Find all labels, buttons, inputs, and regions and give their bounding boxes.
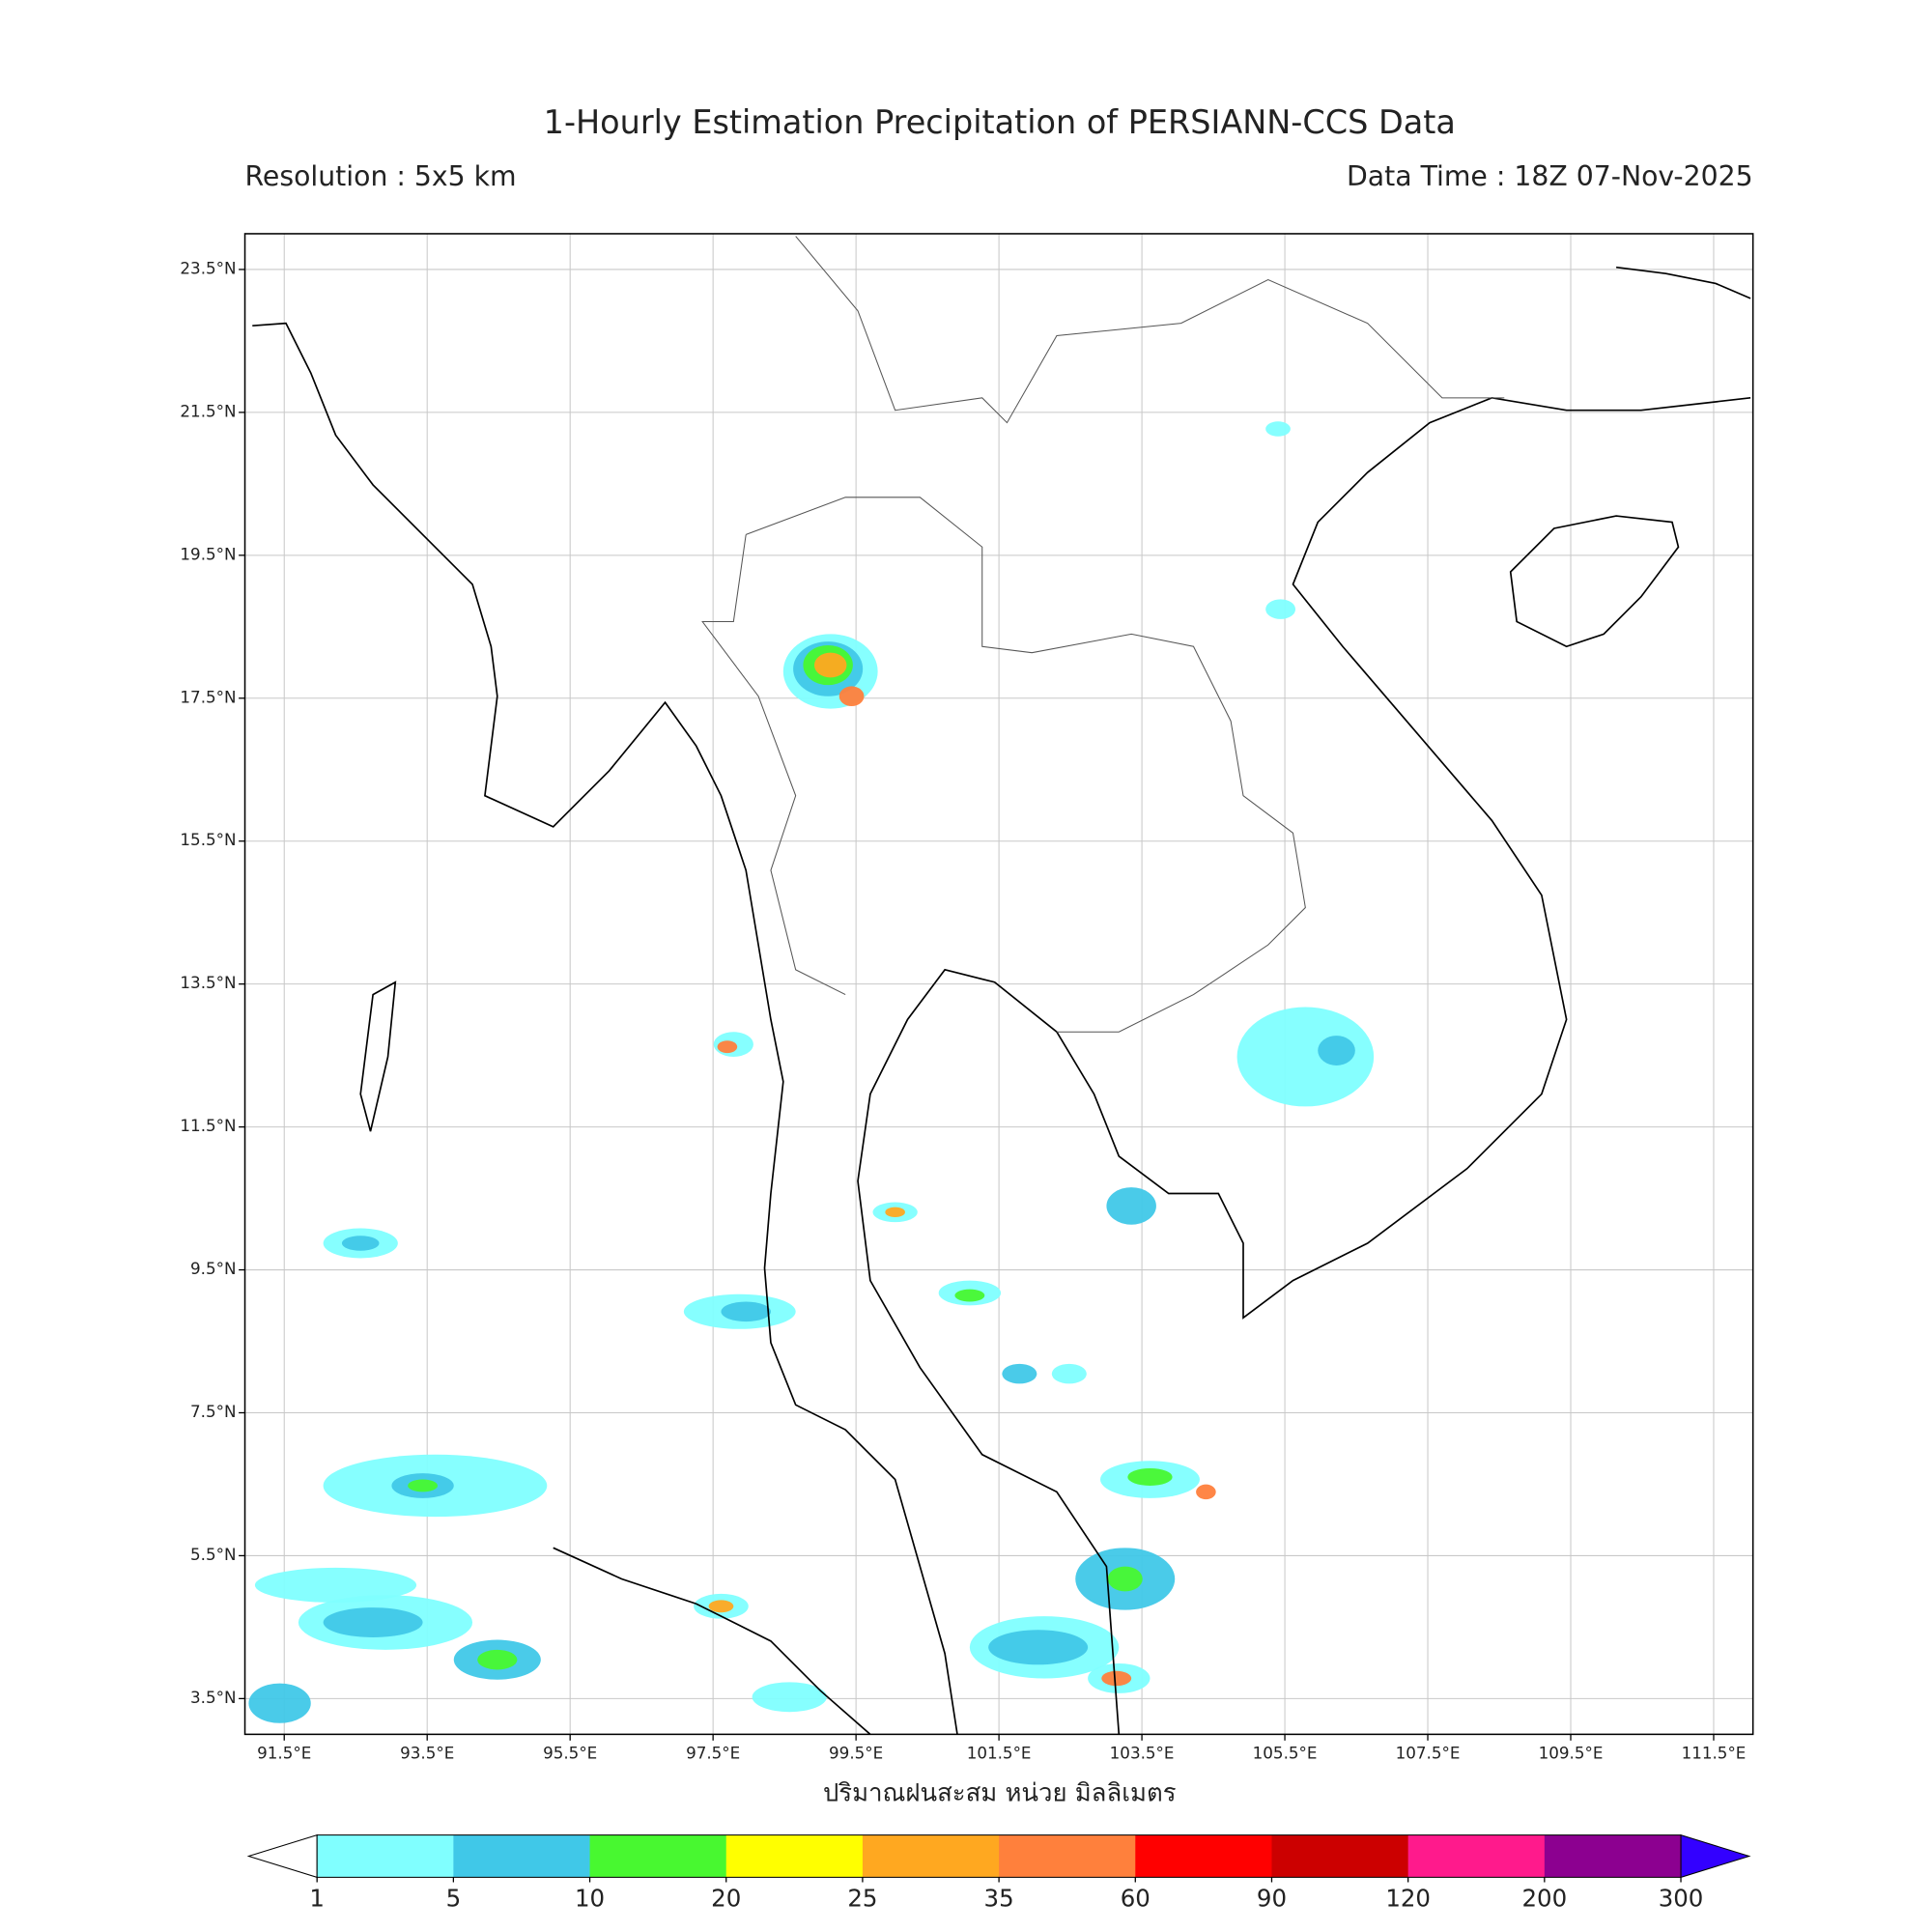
colorbar-tick-label: 5 (446, 1885, 462, 1913)
colorbar-segment (1407, 1834, 1546, 1878)
rain-patch (752, 1682, 827, 1713)
rain-patch (1101, 1670, 1132, 1687)
rain-patch (813, 652, 847, 678)
colorbar-segment (317, 1834, 455, 1878)
rain-patch (1318, 1036, 1355, 1065)
lat-tick-label: 5.5°N (190, 1545, 236, 1564)
colorbar-tick-label: 200 (1522, 1885, 1568, 1913)
rain-patch (248, 1683, 311, 1723)
colorbar-tick-label: 60 (1121, 1885, 1151, 1913)
colorbar-tick-label: 25 (847, 1885, 877, 1913)
island (1509, 515, 1680, 648)
colorbar-tick-label: 10 (575, 1885, 605, 1913)
lon-tick-label: 111.5°E (1682, 1743, 1747, 1762)
resolution: Resolution : 5x5 km (245, 160, 517, 192)
lon-tick-label: 91.5°E (257, 1743, 311, 1762)
colorbar-segment (1135, 1834, 1273, 1878)
colorbar-tick-label: 90 (1257, 1885, 1287, 1913)
lon-tick-label: 93.5°E (400, 1743, 454, 1762)
colorbar-segment (862, 1834, 1000, 1878)
rain-patch (408, 1479, 439, 1492)
lat-tick-label: 15.5°N (180, 830, 236, 849)
island (359, 980, 397, 1132)
coastlines (252, 266, 1751, 1735)
coastline (1615, 266, 1751, 299)
colorbar-segment (589, 1834, 727, 1878)
lat-tick-label: 11.5°N (180, 1116, 236, 1135)
lat-tick-label: 23.5°N (180, 258, 236, 277)
colorbar-tick-label: 120 (1385, 1885, 1431, 1913)
lon-tick-label: 105.5°E (1253, 1743, 1318, 1762)
rain-patch (1127, 1467, 1173, 1486)
lat-tick-label: 17.5°N (180, 687, 236, 706)
rain-patch (954, 1289, 985, 1302)
rain-patch (1196, 1484, 1216, 1500)
border (795, 236, 1505, 424)
colorbar-segment (1544, 1834, 1682, 1878)
coastline (252, 322, 958, 1735)
precipitation (248, 421, 1375, 1723)
lat-tick-label: 3.5°N (190, 1688, 236, 1707)
colorbar-segment (999, 1834, 1136, 1878)
rain-patch (254, 1567, 417, 1603)
colorbar-tick-label: 300 (1659, 1885, 1704, 1913)
colorbar-tick-label: 20 (711, 1885, 741, 1913)
colorbar-segment (725, 1834, 864, 1878)
colorbar-over (1680, 1833, 1751, 1879)
rain-patch (341, 1236, 380, 1251)
colorbar-tick-label: 1 (309, 1885, 325, 1913)
rain-patch (1107, 1566, 1143, 1592)
lat-tick-label: 9.5°N (190, 1259, 236, 1278)
lat-tick-label: 13.5°N (180, 973, 236, 992)
colorbar-under (246, 1833, 318, 1879)
border (701, 534, 846, 996)
lon-tick-label: 97.5°E (686, 1743, 740, 1762)
lat-tick-label: 21.5°N (180, 401, 236, 420)
coastline (857, 396, 1751, 1735)
colorbar-segment (453, 1834, 591, 1878)
rain-patch (885, 1207, 905, 1217)
lat-tick-label: 7.5°N (190, 1402, 236, 1421)
lon-tick-label: 107.5°E (1396, 1743, 1461, 1762)
rain-patch (1002, 1363, 1037, 1384)
lon-tick-label: 103.5°E (1110, 1743, 1175, 1762)
rain-patch (1051, 1363, 1087, 1384)
rain-patch (1106, 1187, 1156, 1225)
border (746, 497, 1306, 1033)
colorbar-segment (1271, 1834, 1409, 1878)
coastline (553, 1547, 871, 1735)
borders (701, 236, 1505, 1033)
rain-patch (1265, 599, 1296, 619)
colorbar-tick-label: 35 (984, 1885, 1014, 1913)
lon-tick-label: 99.5°E (829, 1743, 883, 1762)
lon-tick-label: 101.5°E (967, 1743, 1032, 1762)
title: 1-Hourly Estimation Precipitation of PER… (544, 103, 1456, 141)
colorbar-label: ปริมาณฝนสะสม หน่วย มิลลิเมตร (823, 1779, 1177, 1808)
rain-patch (717, 1040, 738, 1054)
colorbar: 1 5 10 20 25 35 60 90 120 200 300 (246, 1833, 1751, 1913)
rain-patch (721, 1301, 771, 1322)
lon-tick-label: 95.5°E (543, 1743, 597, 1762)
lat-tick-label: 19.5°N (180, 544, 236, 563)
rain-patch (708, 1600, 734, 1613)
rain-patch (323, 1607, 423, 1637)
lon-tick-label: 109.5°E (1539, 1743, 1604, 1762)
rain-patch (838, 686, 865, 707)
rain-patch (988, 1630, 1089, 1665)
rain-patch (1236, 1007, 1375, 1107)
rain-patch (477, 1649, 518, 1670)
rain-patch (1265, 421, 1291, 437)
data-time: Data Time : 18Z 07-Nov-2025 (1347, 160, 1753, 192)
